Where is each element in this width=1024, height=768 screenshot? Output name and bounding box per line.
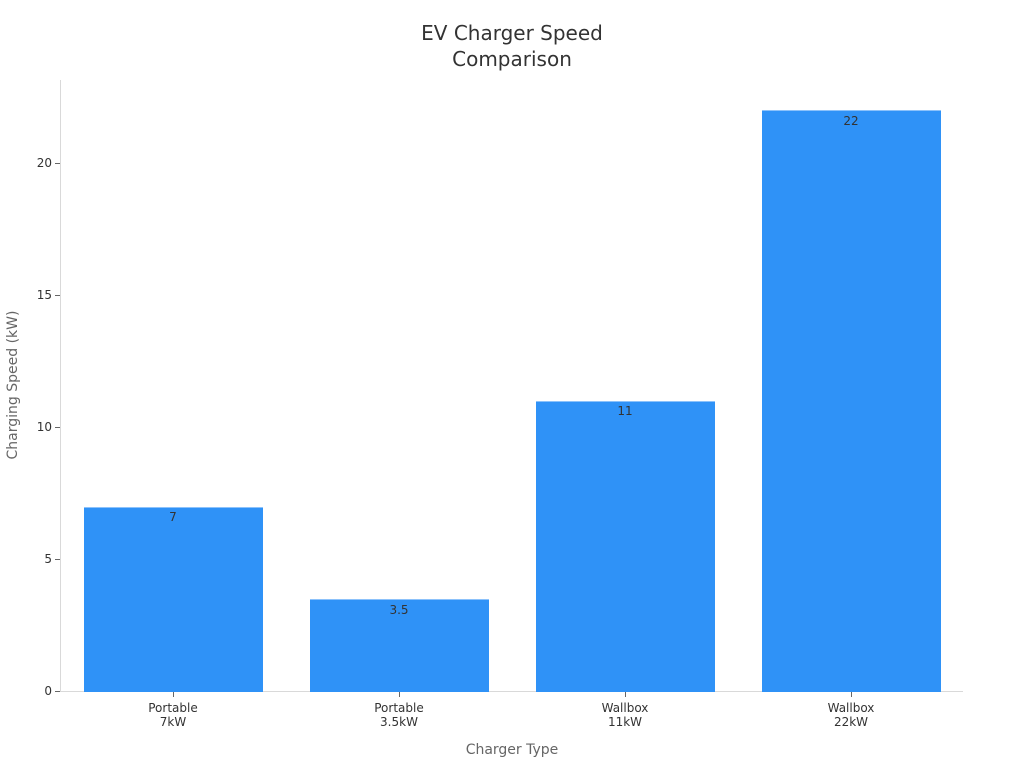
y-tick-mark	[55, 427, 60, 428]
y-tick-label: 20	[36, 156, 52, 170]
y-tick-label: 0	[44, 684, 52, 698]
x-tick-label: Wallbox 11kW	[535, 701, 715, 729]
y-tick-mark	[55, 691, 60, 692]
x-tick-label: Portable 7kW	[83, 701, 263, 729]
x-tick-label-line-2: 22kW	[833, 715, 869, 729]
bar-wallbox-11kw	[536, 401, 715, 692]
y-tick-label: 15	[36, 288, 52, 302]
bar-portable-3-5kw	[310, 599, 489, 692]
y-tick-label: 5	[44, 552, 52, 566]
y-tick-mark	[55, 559, 60, 560]
x-tick-mark	[399, 692, 400, 697]
chart-title-line-2: Comparison	[452, 47, 572, 71]
x-tick-mark	[625, 692, 626, 697]
x-tick-label-line-1: Wallbox	[827, 701, 875, 715]
y-tick-label: 10	[36, 420, 52, 434]
bar-portable-7kw	[84, 507, 263, 692]
x-tick-mark	[851, 692, 852, 697]
x-tick-label-line-1: Portable	[148, 701, 198, 715]
x-tick-label-line-2: 11kW	[607, 715, 643, 729]
x-axis-title: Charger Type	[465, 742, 559, 758]
x-tick-label-line-1: Portable	[374, 701, 424, 715]
x-tick-label-line-2: 7kW	[159, 715, 187, 729]
x-tick-label-line-2: 3.5kW	[380, 715, 418, 729]
x-axis-line	[60, 691, 963, 692]
bar-value-label: 11	[617, 404, 633, 418]
y-tick-mark	[55, 295, 60, 296]
x-tick-label-line-1: Wallbox	[601, 701, 649, 715]
bar-value-label: 7	[169, 510, 177, 524]
y-tick-mark	[55, 163, 60, 164]
x-tick-mark	[173, 692, 174, 697]
x-tick-label: Portable 3.5kW	[309, 701, 489, 729]
x-tick-label: Wallbox 22kW	[761, 701, 941, 729]
y-axis-title: Charging Speed (kW)	[5, 310, 21, 460]
bar-value-label: 22	[843, 114, 859, 128]
bar-wallbox-22kw	[762, 110, 941, 692]
bar-value-label: 3.5	[389, 603, 409, 617]
y-axis-line	[60, 80, 61, 692]
chart-title-line-1: EV Charger Speed	[421, 21, 603, 45]
